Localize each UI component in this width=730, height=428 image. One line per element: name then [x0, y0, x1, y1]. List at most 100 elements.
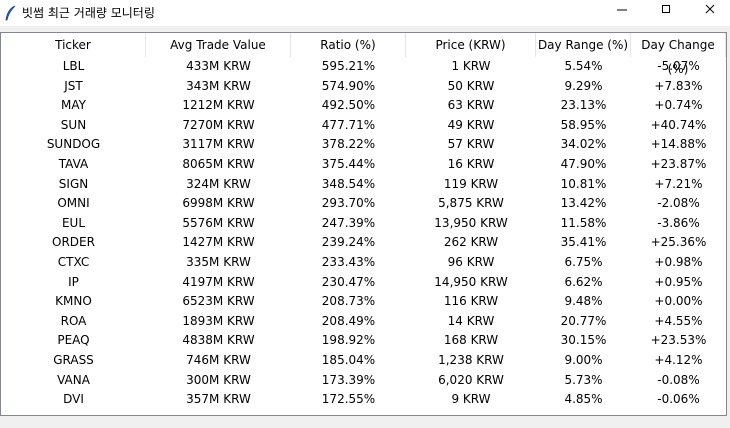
table-cell: 1,238 KRW	[438, 353, 504, 367]
table-cell: 5.73%	[564, 372, 603, 387]
table-cell: 96 KRW	[447, 255, 495, 269]
table-cell: 1212M KRW	[182, 98, 255, 113]
table-cell: 6.62%	[564, 274, 603, 289]
table-cell: VANA	[57, 372, 90, 387]
table-cell: 5,875 KRW	[438, 196, 504, 211]
table-cell: 335M KRW	[186, 255, 251, 269]
column-header[interactable]: Day Change (%)	[631, 33, 726, 76]
table-cell: 47.90%	[560, 157, 607, 171]
table-cell: +0.00%	[654, 294, 703, 309]
table-cell: 7270M KRW	[182, 117, 255, 132]
table-cell: 324M KRW	[186, 176, 251, 191]
table-cell: -0.06%	[657, 392, 700, 407]
table-cell: 13.42%	[560, 196, 607, 211]
table-cell: 4.85%	[564, 392, 603, 407]
table-cell: 49 KRW	[447, 117, 495, 132]
table-cell: 119 KRW	[443, 176, 499, 191]
table-cell: -0.08%	[657, 372, 700, 387]
column-header[interactable]: Day Range (%)	[536, 33, 631, 57]
table-cell: -3.86%	[657, 215, 700, 230]
table-cell: 247.39%	[321, 215, 376, 230]
table-cell: 262 KRW	[443, 235, 499, 250]
column-header[interactable]: Ratio (%)	[291, 33, 406, 57]
table-cell: +0.98%	[654, 255, 703, 269]
table-cell: MAY	[61, 98, 86, 113]
close-button[interactable]	[705, 4, 715, 14]
table-cell: +25.36%	[650, 235, 707, 250]
table-cell: 30.15%	[560, 333, 607, 348]
app-icon	[5, 5, 16, 21]
table-cell: SIGN	[58, 176, 89, 191]
table-cell: IP	[68, 274, 79, 289]
table-cell: LBL	[62, 59, 85, 73]
table-cell: 300M KRW	[186, 372, 251, 387]
table-cell: 9.00%	[564, 353, 603, 367]
maximize-button[interactable]	[662, 5, 670, 13]
table-cell: 13,950 KRW	[434, 215, 508, 230]
table-cell: 378.22%	[321, 137, 376, 152]
table-cell: 4838M KRW	[182, 333, 255, 348]
table-cell: 348.54%	[321, 176, 376, 191]
table-cell: 63 KRW	[447, 98, 495, 113]
table-cell: 233.43%	[321, 255, 376, 269]
table-cell: 34.02%	[560, 137, 607, 152]
table-cell: +7.83%	[654, 78, 703, 93]
column-header[interactable]: Ticker	[1, 33, 146, 57]
table-cell: 208.73%	[321, 294, 376, 309]
table-cell: CTXC	[57, 255, 90, 269]
table-cell: 477.71%	[321, 117, 376, 132]
table-cell: JST	[64, 78, 83, 93]
table-cell: 293.70%	[321, 196, 376, 211]
table-cell: 5.54%	[564, 59, 603, 73]
column-header[interactable]: Avg Trade Value	[146, 33, 291, 57]
table-cell: 3117M KRW	[182, 137, 255, 152]
table-cell: 230.47%	[321, 274, 376, 289]
table-cell: 239.24%	[321, 235, 376, 250]
table-cell: 208.49%	[321, 313, 376, 328]
column-header[interactable]: Price (KRW)	[406, 33, 536, 57]
table-cell: 5576M KRW	[182, 215, 255, 230]
table-cell: 595.21%	[321, 59, 376, 73]
table-cell: OMNI	[57, 196, 90, 211]
table-cell: 1427M KRW	[182, 235, 255, 250]
table-cell: 116 KRW	[443, 294, 499, 309]
table-cell: 343M KRW	[186, 78, 251, 93]
table-cell: 58.95%	[560, 117, 607, 132]
table-cell: 9 KRW	[451, 392, 491, 407]
table-cell: GRASS	[53, 353, 94, 367]
table-cell: 20.77%	[560, 313, 607, 328]
table-cell: +14.88%	[650, 137, 707, 152]
window-title: 빗썸 최근 거래량 모니터링	[22, 6, 155, 20]
table-cell: 168 KRW	[443, 333, 499, 348]
table-cell: SUN	[60, 117, 87, 132]
table-cell: -5.07%	[657, 59, 700, 73]
table-cell: PEAQ	[57, 333, 90, 348]
table-cell: +40.74%	[650, 117, 707, 132]
table-cell: 198.92%	[321, 333, 376, 348]
window-controls	[617, 4, 715, 14]
table-cell: 8065M KRW	[182, 157, 255, 171]
table-cell: 172.55%	[321, 392, 376, 407]
table-cell: +23.53%	[650, 333, 707, 348]
table-cell: +0.74%	[654, 98, 703, 113]
table-cell: 9.29%	[564, 78, 603, 93]
table-cell: +4.12%	[654, 353, 703, 367]
table-cell: 6998M KRW	[182, 196, 255, 211]
table-cell: 357M KRW	[186, 392, 251, 407]
table-cell: ROA	[60, 313, 87, 328]
table-cell: 14,950 KRW	[434, 274, 508, 289]
table-cell: 35.41%	[560, 235, 607, 250]
table-cell: 574.90%	[321, 78, 376, 93]
table-cell: +0.95%	[654, 274, 703, 289]
table-cell: -2.08%	[657, 196, 700, 211]
table-cell: 6523M KRW	[182, 294, 255, 309]
table-cell: 4197M KRW	[182, 274, 255, 289]
table-cell: 173.39%	[321, 372, 376, 387]
title-bar: 빗썸 최근 거래량 모니터링	[0, 0, 730, 26]
table-cell: EUL	[61, 215, 86, 230]
table-cell: 14 KRW	[447, 313, 495, 328]
table-cell: SUNDOG	[46, 137, 101, 152]
table-cell: KMNO	[55, 294, 92, 309]
table-cell: 57 KRW	[447, 137, 495, 152]
